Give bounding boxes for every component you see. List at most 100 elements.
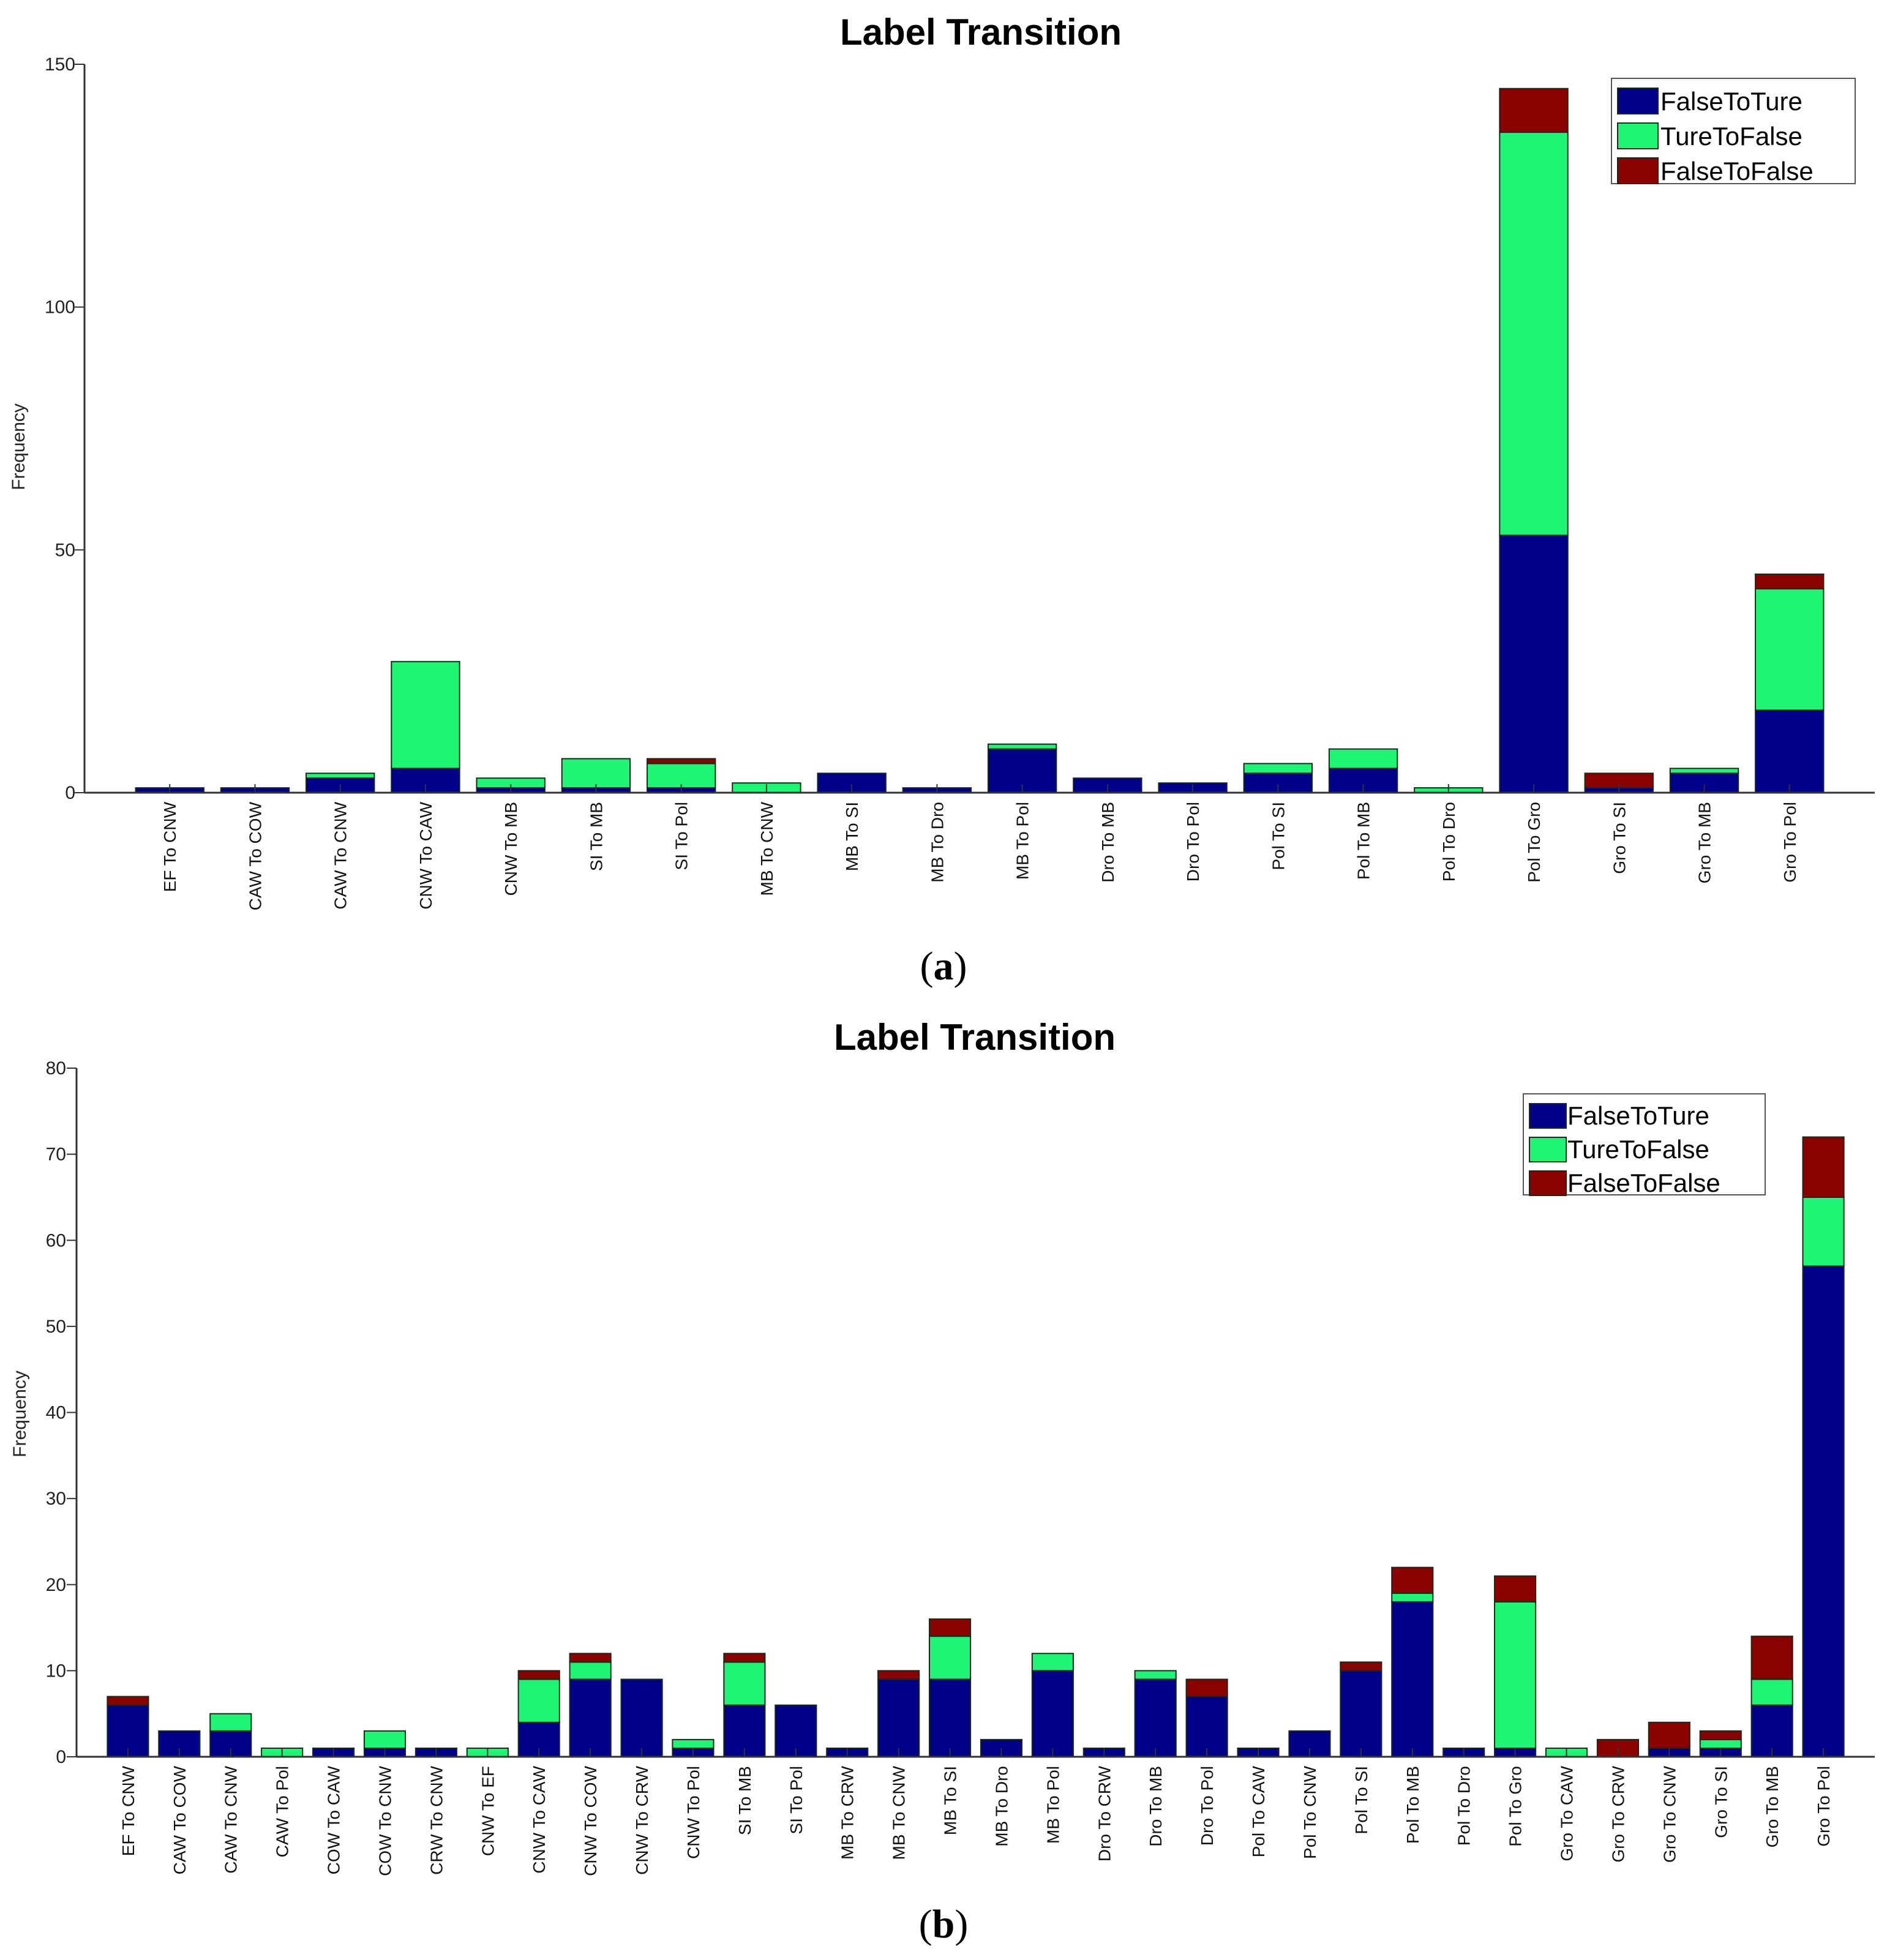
x-tick-a-gro-to-pol: Gro To Pol (1780, 802, 1799, 883)
x-tick-b-cnw-to-crw: CNW To CRW (632, 1765, 651, 1874)
x-tick-b-pol-to-caw: Pol To CAW (1249, 1765, 1268, 1857)
bar-b-pol-to-mb-falsetofalse (1391, 1566, 1434, 1594)
x-tick-b-mb-to-cnw: MB To CNW (890, 1765, 909, 1860)
bar-b-mb-to-si-falsetofalse (928, 1618, 972, 1637)
x-tick-b-gro-to-cnw: Gro To CNW (1660, 1765, 1679, 1863)
chart-a-bars (135, 88, 1825, 794)
bar-b-cnw-to-caw-falsetofalse (517, 1670, 560, 1680)
bar-b-gro-to-si-falsetofalse (1699, 1730, 1742, 1740)
bar-a-mb-to-pol-turetofalse (987, 743, 1057, 750)
x-tick-b-pol-to-si: Pol To SI (1352, 1766, 1371, 1835)
chart-a-caption-letter: a (934, 944, 954, 989)
chart-b-bars (107, 1136, 1845, 1757)
bar-b-pol-to-si-falsetofalse (1340, 1661, 1382, 1672)
chart-a-y-tick-label: 150 (45, 54, 75, 75)
chart-a-y-tick-label: 100 (45, 297, 75, 318)
legend-swatch-a-falsetoture (1617, 88, 1659, 114)
bar-b-gro-to-pol-turetofalse (1802, 1196, 1845, 1267)
chart-b-y-tick-label: 50 (46, 1317, 66, 1337)
chart-b-y-tick-label: 0 (56, 1747, 66, 1767)
x-tick-b-ef-to-cnw: EF To CNW (119, 1765, 138, 1856)
bar-b-cnw-to-cow-turetofalse (569, 1661, 612, 1680)
bar-a-gro-to-pol-falsetoture (1755, 709, 1825, 793)
chart-a-y-tick-label: 50 (55, 540, 75, 560)
x-tick-a-pol-to-gro: Pol To Gro (1525, 802, 1544, 883)
x-tick-a-si-to-pol: SI To Pol (672, 802, 691, 870)
bar-a-si-to-pol-turetofalse (646, 763, 716, 789)
x-tick-b-dro-to-pol: Dro To Pol (1198, 1766, 1217, 1846)
bar-a-pol-to-mb-turetofalse (1328, 748, 1398, 769)
chart-b-y-tick-label: 60 (46, 1230, 66, 1251)
x-tick-a-pol-to-mb: Pol To MB (1354, 802, 1373, 880)
bar-a-si-to-mb-turetofalse (561, 758, 631, 789)
bar-b-gro-to-mb-turetofalse (1750, 1678, 1793, 1706)
x-tick-a-si-to-mb: SI To MB (587, 802, 606, 871)
x-tick-b-dro-to-crw: Dro To CRW (1095, 1765, 1114, 1861)
x-tick-a-gro-to-mb: Gro To MB (1695, 802, 1714, 883)
legend-swatch-a-falsetofalse (1617, 157, 1659, 184)
x-tick-a-caw-to-cnw: CAW To CNW (331, 801, 350, 909)
x-tick-a-dro-to-mb: Dro To MB (1098, 802, 1117, 883)
chart-a-y-axis-label: Frequency (9, 403, 29, 490)
chart-a: Label Transition Frequency 0 50 100 150 EF … (9, 12, 1875, 989)
bar-b-ef-to-cnw-falsetoture (107, 1704, 149, 1757)
bar-b-mb-to-pol-falsetoture (1031, 1670, 1074, 1757)
x-tick-b-crw-to-cnw: CRW To CNW (427, 1765, 446, 1874)
x-tick-b-pol-to-dro: Pol To Dro (1455, 1766, 1474, 1846)
chart-b-y-tick-label: 70 (46, 1145, 66, 1165)
chart-a-x-ticks: EF To CNW CAW To COW CAW To CNW CNW To CAW C… (160, 784, 1799, 910)
x-tick-b-mb-to-pol: MB To Pol (1043, 1766, 1062, 1844)
bar-b-mb-to-si-turetofalse (928, 1636, 972, 1680)
bar-b-pol-to-si-falsetoture (1340, 1670, 1382, 1757)
x-tick-b-mb-to-si: MB To SI (941, 1766, 960, 1835)
chart-b-legend: FalseToTure TureToFalse FalseToFalse (1523, 1093, 1766, 1197)
legend-swatch-b-turetofalse (1529, 1137, 1567, 1162)
bar-b-dro-to-mb-turetofalse (1134, 1670, 1177, 1680)
bar-a-caw-to-cnw-turetofalse (306, 772, 375, 779)
chart-a-legend: FalseToTure TureToFalse FalseToFalse (1611, 78, 1856, 185)
x-tick-b-mb-to-dro: MB To Dro (992, 1766, 1011, 1847)
bar-b-caw-to-cnw-turetofalse (209, 1713, 252, 1732)
x-tick-a-cnw-to-mb: CNW To MB (501, 802, 520, 896)
bar-a-pol-to-si-turetofalse (1243, 763, 1313, 774)
legend-label-b-falsetoture: FalseToTure (1567, 1101, 1709, 1130)
x-tick-a-mb-to-cnw: MB To CNW (757, 801, 776, 896)
chart-b-title: Label Transition (834, 1017, 1116, 1058)
bar-a-pol-to-gro-turetofalse (1499, 132, 1569, 536)
x-tick-b-caw-to-pol: CAW To Pol (273, 1766, 292, 1857)
bar-b-cnw-to-pol-turetofalse (672, 1738, 715, 1749)
chart-a-y-tick-label: 0 (65, 783, 75, 803)
x-tick-b-cow-to-caw: COW To CAW (325, 1765, 343, 1874)
x-tick-a-gro-to-si: Gro To SI (1610, 802, 1629, 874)
legend-label-a-turetofalse: TureToFalse (1660, 122, 1803, 151)
bar-b-pol-to-mb-falsetoture (1391, 1601, 1434, 1757)
chart-b-y-tick-label: 10 (46, 1661, 66, 1681)
legend-swatch-a-turetofalse (1617, 122, 1659, 149)
bar-b-gro-to-cnw-falsetofalse (1648, 1721, 1690, 1749)
chart-b-y-ticks: 0 10 20 30 40 50 60 70 80 (46, 1058, 77, 1767)
x-tick-b-cnw-to-caw: CNW To CAW (530, 1765, 549, 1873)
x-tick-b-pol-to-cnw: Pol To CNW (1300, 1765, 1319, 1859)
bar-b-dro-to-mb-falsetoture (1134, 1678, 1177, 1757)
chart-b-caption-letter: b (932, 1902, 955, 1947)
bar-a-gro-to-pol-turetofalse (1755, 588, 1825, 711)
x-tick-b-caw-to-cow: CAW To COW (170, 1765, 189, 1874)
bar-b-gro-to-si-turetofalse (1699, 1738, 1742, 1749)
chart-b-y-tick-label: 20 (46, 1575, 66, 1595)
bar-b-ef-to-cnw-falsetofalse (107, 1696, 149, 1706)
bar-b-gro-to-pol-falsetoture (1802, 1265, 1845, 1757)
bar-b-si-to-mb-turetofalse (723, 1661, 766, 1706)
bar-b-cnw-to-crw-falsetoture (620, 1678, 663, 1757)
legend-label-a-falsetofalse: FalseToFalse (1660, 157, 1814, 185)
x-tick-b-mb-to-crw: MB To CRW (838, 1765, 857, 1860)
bar-b-gro-to-mb-falsetofalse (1750, 1636, 1793, 1680)
x-tick-b-cow-to-cnw: COW To CNW (375, 1765, 394, 1876)
bar-b-cnw-to-cow-falsetoture (569, 1678, 612, 1757)
x-tick-b-pol-to-mb: Pol To MB (1403, 1766, 1422, 1844)
bar-a-gro-to-mb-turetofalse (1669, 768, 1739, 774)
legend-swatch-b-falsetofalse (1529, 1170, 1567, 1196)
bar-a-pol-to-gro-falsetofalse (1499, 88, 1569, 133)
bar-a-si-to-pol-falsetofalse (646, 758, 716, 765)
x-tick-b-cnw-to-cow: CNW To COW (581, 1765, 600, 1876)
x-tick-b-cnw-to-ef: CNW To EF (478, 1766, 497, 1856)
